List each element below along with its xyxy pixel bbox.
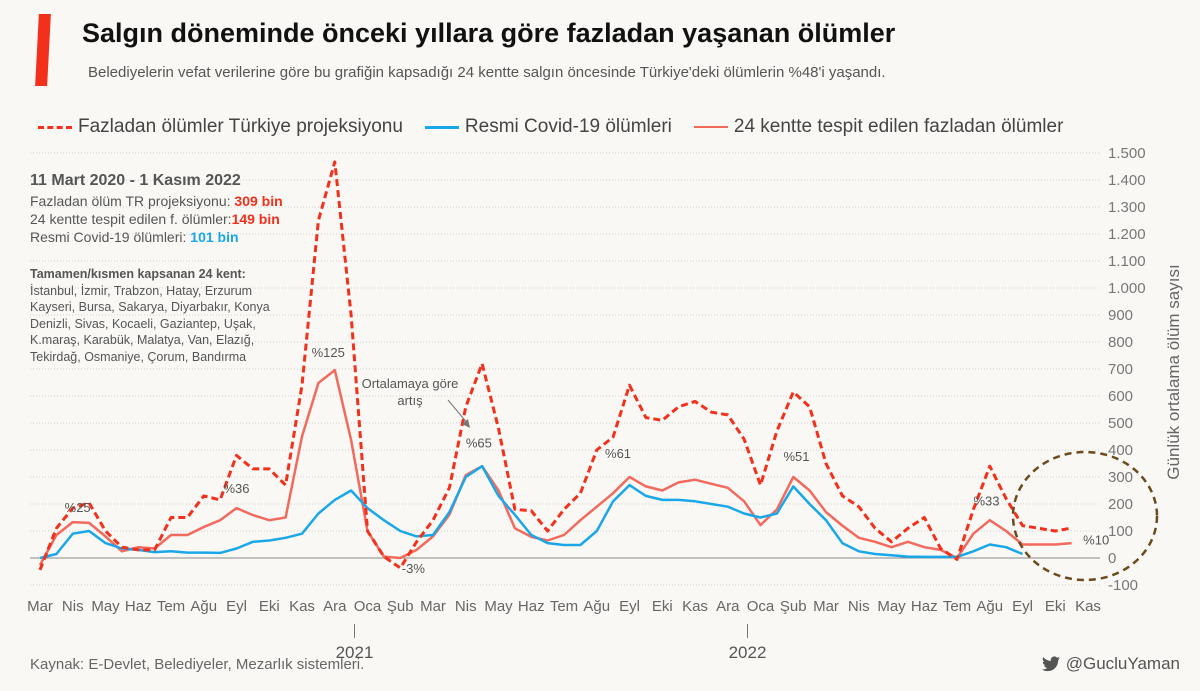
percent-annotation: %65 <box>466 435 492 450</box>
x-tick-label: Ağu <box>190 598 217 615</box>
note-arrow-head <box>462 419 470 428</box>
note-text: artış <box>397 393 423 408</box>
x-tick-label: May <box>91 598 120 615</box>
summary-line-projection: Fazladan ölüm TR projeksiyonu: 309 bin <box>30 193 283 209</box>
y-tick-label: 400 <box>1108 442 1133 459</box>
handle-text: @GucluYaman <box>1065 654 1180 673</box>
x-tick-label: Ara <box>323 598 347 615</box>
x-tick-label: Ağu <box>583 598 610 615</box>
x-tick-label: Kas <box>1075 598 1101 615</box>
cities-line: K.maraş, Karabük, Malatya, Van, Elazığ, <box>30 333 255 347</box>
x-tick-label: Eki <box>1045 598 1066 615</box>
x-tick-label: May <box>484 598 513 615</box>
chart-title: Salgın döneminde önceki yıllara göre faz… <box>82 18 896 48</box>
percent-annotation: %125 <box>312 345 345 360</box>
y-tick-label: 1.400 <box>1108 172 1146 189</box>
y-tick-label: 300 <box>1108 469 1133 486</box>
x-tick-label: Ağu <box>976 598 1003 615</box>
cities-heading: Tamamen/kısmen kapsanan 24 kent: <box>30 267 246 281</box>
percent-annotation: %25 <box>65 500 91 515</box>
note-arrow <box>447 399 469 425</box>
x-tick-label: Haz <box>125 598 152 615</box>
y-tick-label: 1.100 <box>1108 253 1146 270</box>
x-tick-label: Kas <box>682 598 708 615</box>
x-tick-label: Nis <box>62 598 84 615</box>
twitter-handle[interactable]: @GucluYaman <box>1041 654 1180 674</box>
x-tick-label: Oca <box>354 598 382 615</box>
legend-label: 24 kentte tespit edilen fazladan ölümler <box>733 116 1064 137</box>
legend-swatch-pink <box>693 126 728 128</box>
legend-item-cities: 24 kentte tespit edilen fazladan ölümler <box>693 116 1064 138</box>
y-axis-label: Günlük ortalama ölüm sayısı <box>1164 264 1183 480</box>
x-tick-label: Eki <box>259 598 280 615</box>
source-note: Kaynak: E-Devlet, Belediyeler, Mezarlık … <box>30 656 365 673</box>
chart-subtitle: Belediyelerin vefat verilerine göre bu g… <box>88 64 886 81</box>
y-tick-label: 600 <box>1108 388 1133 405</box>
x-tick-label: Oca <box>747 598 775 615</box>
x-tick-label: Ara <box>716 598 740 615</box>
legend-item-official: Resmi Covid-19 ölümleri <box>424 116 672 138</box>
highlight-circle <box>1011 450 1159 582</box>
percent-annotation: %61 <box>605 446 631 461</box>
y-tick-label: 1.200 <box>1108 226 1146 243</box>
x-tick-label: Haz <box>518 598 545 615</box>
y-tick-label: 900 <box>1108 307 1133 324</box>
y-tick-label: 0 <box>1108 550 1116 567</box>
cities-line: Tekirdağ, Osmaniye, Çorum, Bandırma <box>30 349 247 364</box>
x-tick-label: Nis <box>848 598 870 615</box>
cities-line: İstanbul, İzmir, Trabzon, Hatay, Erzurum <box>30 283 253 298</box>
x-tick-label: Tem <box>943 598 971 615</box>
y-tick-label: 500 <box>1108 415 1133 432</box>
x-tick-label: Tem <box>550 598 578 615</box>
summary-box: 11 Mart 2020 - 1 Kasım 2022 Fazladan ölü… <box>30 172 283 246</box>
series-line-official <box>39 464 1023 560</box>
year-label: 2022 <box>729 643 767 662</box>
x-tick-label: Nis <box>455 598 477 615</box>
x-tick-label: Şub <box>780 598 807 615</box>
x-tick-label: Eyl <box>619 598 640 615</box>
x-tick-label: Mar <box>813 598 839 615</box>
legend-swatch-dashed <box>38 125 72 129</box>
x-tick-label: May <box>877 598 906 615</box>
twitter-bird-icon <box>1041 656 1060 672</box>
y-tick-label: 800 <box>1108 334 1133 351</box>
y-tick-label: 200 <box>1108 496 1133 513</box>
series-line-projection <box>38 160 1072 571</box>
x-tick-label: Eyl <box>226 598 247 615</box>
series-line-cities <box>38 368 1072 566</box>
legend-label: Resmi Covid-19 ölümleri <box>464 116 672 137</box>
percent-annotation: -3% <box>402 561 426 576</box>
y-tick-label: 1.300 <box>1108 199 1146 216</box>
legend-swatch-blue <box>424 125 459 129</box>
cities-list: Tamamen/kısmen kapsanan 24 kent: İstanbu… <box>30 266 270 365</box>
date-range: 11 Mart 2020 - 1 Kasım 2022 <box>30 172 241 189</box>
summary-line-official: Resmi Covid-19 ölümleri: 101 bin <box>30 229 239 245</box>
legend-label: Fazladan ölümler Türkiye projeksiyonu <box>78 116 403 137</box>
cities-line: Denizli, Sivas, Kocaeli, Gaziantep, Uşak… <box>30 316 256 331</box>
x-tick-label: Tem <box>157 598 185 615</box>
x-tick-label: Şub <box>387 598 414 615</box>
percent-annotation: %51 <box>784 449 810 464</box>
y-tick-label: 1.500 <box>1108 145 1146 162</box>
year-label: 2021 <box>336 643 374 662</box>
x-tick-label: Kas <box>289 598 315 615</box>
summary-line-cities: 24 kentte tespit edilen f. ölümler:149 b… <box>30 211 280 227</box>
x-tick-label: Mar <box>27 598 53 615</box>
x-tick-label: Haz <box>911 598 938 615</box>
percent-annotation: %36 <box>223 481 249 496</box>
x-tick-label: Mar <box>420 598 446 615</box>
percent-annotation: %10 <box>1083 533 1109 548</box>
x-tick-label: Eki <box>652 598 673 615</box>
note-text: Ortalamaya göre <box>362 376 459 391</box>
y-tick-label: 700 <box>1108 361 1133 378</box>
percent-annotation: %33 <box>973 493 999 508</box>
y-tick-label: -100 <box>1108 577 1138 594</box>
legend-item-projection: Fazladan ölümler Türkiye projeksiyonu <box>38 116 403 138</box>
y-tick-label: 100 <box>1108 523 1133 540</box>
x-tick-label: Eyl <box>1012 598 1033 615</box>
cities-line: Kayseri, Bursa, Sakarya, Diyarbakır, Kon… <box>30 300 270 314</box>
y-tick-label: 1.000 <box>1108 280 1146 297</box>
legend: Fazladan ölümler Türkiye projeksiyonu Re… <box>38 116 1063 138</box>
